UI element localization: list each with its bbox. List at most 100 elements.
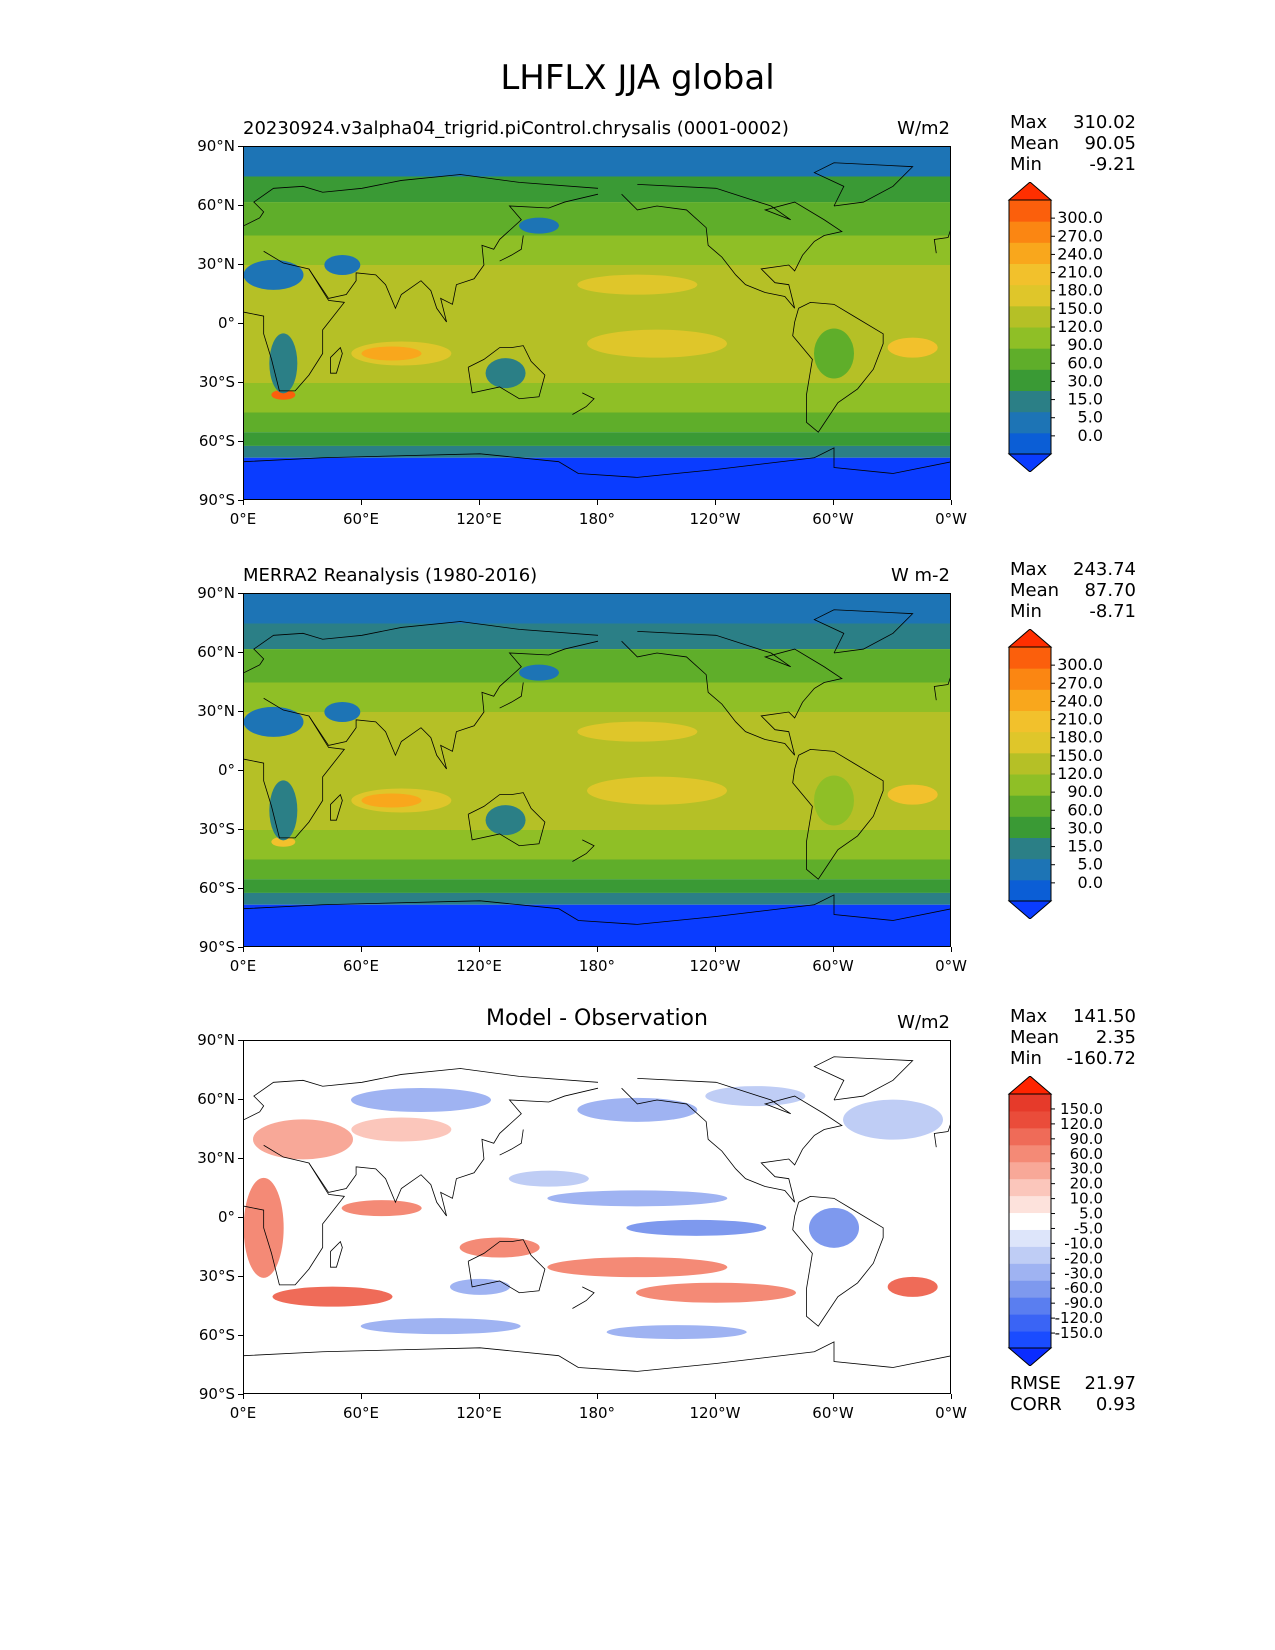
colorbar-extend-min	[1007, 900, 1053, 919]
panel-3-colorbar: -150.0-120.0-90.0-60.0-30.0-20.0-10.0-5.…	[1007, 1076, 1103, 1366]
field-band	[244, 445, 950, 458]
field-blob	[519, 664, 559, 681]
colorbar-label: -10.0	[1064, 1234, 1103, 1252]
colorbar-segment	[1009, 1280, 1051, 1298]
y-tick-label: 60°S	[198, 879, 235, 897]
field-blob	[485, 358, 526, 389]
x-tick-label: 60°E	[342, 1404, 380, 1422]
x-tick-mark	[242, 500, 244, 505]
panel-2-title: MERRA2 Reanalysis (1980-2016)	[243, 565, 538, 586]
field-blob	[244, 706, 304, 737]
colorbar-segment	[1009, 710, 1051, 733]
field-band	[244, 904, 950, 946]
colorbar-segment	[1009, 1178, 1051, 1197]
x-tick-mark	[950, 1394, 952, 1399]
x-tick-mark	[360, 947, 362, 952]
colorbar-segment	[1009, 1110, 1051, 1129]
y-tick-label: 90°N	[197, 1031, 235, 1049]
field-band	[244, 202, 950, 236]
coastline	[330, 1240, 343, 1268]
colorbar-segment	[1009, 816, 1051, 838]
colorbar-label: 15.0	[1067, 837, 1103, 856]
colorbar-segment	[1009, 200, 1051, 222]
x-tick-mark	[832, 1394, 834, 1399]
panel-3-stat-label: Max	[1010, 1006, 1048, 1027]
y-tick-mark	[238, 322, 243, 324]
x-tick-label: 180°	[578, 957, 616, 975]
colorbar-segment	[1009, 1331, 1051, 1349]
field-blob	[253, 1119, 353, 1160]
x-tick-label: 0°E	[229, 510, 257, 528]
field-blob	[577, 721, 698, 742]
x-tick-label: 0°W	[935, 1404, 967, 1422]
panel-2-stat-label: Min	[1010, 601, 1042, 622]
field-blob	[485, 805, 526, 836]
coastline	[933, 1124, 950, 1148]
field-blob	[360, 1318, 521, 1335]
x-tick-label: 120°W	[689, 957, 741, 975]
colorbar-label: 0.0	[1078, 426, 1103, 445]
colorbar-label: 30.0	[1070, 1160, 1103, 1178]
coastline	[499, 682, 524, 709]
coastline	[244, 174, 599, 227]
colorbar-segment	[1009, 242, 1051, 264]
panel-3-stat-value: 141.50	[1073, 1006, 1136, 1027]
colorbar-label: -30.0	[1064, 1264, 1103, 1282]
y-tick-mark	[238, 440, 243, 442]
panel-1-colorbar: 0.05.015.030.060.090.0120.0150.0180.0210…	[1007, 182, 1103, 472]
colorbar-label: 120.0	[1060, 1115, 1103, 1133]
colorbar-label: 30.0	[1067, 371, 1103, 390]
y-tick-label: 60°N	[197, 196, 235, 214]
panel-1-stat-value: 90.05	[1084, 133, 1136, 154]
panel-1-map	[243, 146, 951, 500]
colorbar-segment	[1009, 879, 1051, 902]
panel-2-stats: Max 243.74 Mean 87.70 Min -8.71	[1010, 559, 1136, 622]
colorbar-segment	[1009, 795, 1051, 817]
x-tick-mark	[596, 947, 598, 952]
coastline	[467, 792, 546, 847]
colorbar-label: -20.0	[1064, 1249, 1103, 1267]
x-tick-mark	[360, 500, 362, 505]
field-blob	[814, 775, 854, 826]
colorbar-label: 270.0	[1057, 673, 1103, 692]
y-tick-label: 30°S	[198, 820, 235, 838]
coastline	[933, 230, 950, 254]
colorbar-segment	[1009, 432, 1051, 455]
panel-3-units: W/m2	[897, 1012, 950, 1033]
x-tick-mark	[832, 947, 834, 952]
x-tick-mark	[596, 1394, 598, 1399]
x-tick-mark	[950, 500, 952, 505]
x-tick-mark	[950, 947, 952, 952]
colorbar-label: 60.0	[1067, 800, 1103, 819]
panel-1-stat-value: -9.21	[1089, 154, 1136, 175]
colorbar-label: 180.0	[1057, 281, 1103, 300]
panel-3-stat-label: Mean	[1010, 1027, 1060, 1048]
y-tick-label: 30°N	[197, 255, 235, 273]
colorbar-label: 0.0	[1078, 873, 1103, 892]
field-band	[244, 859, 950, 880]
coastline	[572, 392, 595, 415]
x-tick-mark	[714, 947, 716, 952]
y-tick-mark	[238, 1157, 243, 1159]
colorbar-segment	[1009, 348, 1051, 370]
field-blob	[547, 1257, 728, 1278]
field-blob	[519, 217, 559, 234]
field-band	[244, 830, 950, 860]
field-blob	[705, 1086, 806, 1107]
colorbar-segment	[1009, 837, 1051, 860]
field-band	[244, 383, 950, 413]
colorbar-label: 210.0	[1057, 710, 1103, 729]
field-blob	[324, 702, 361, 722]
panel-2-stat-value: 243.74	[1073, 559, 1136, 580]
colorbar-label: 120.0	[1057, 764, 1103, 783]
x-tick-mark	[832, 500, 834, 505]
colorbar-label: 15.0	[1067, 390, 1103, 409]
rmse-value: 21.97	[1084, 1373, 1136, 1394]
colorbar-segment	[1009, 774, 1051, 796]
x-tick-mark	[360, 1394, 362, 1399]
colorbar-label: 150.0	[1057, 299, 1103, 318]
coastline	[933, 677, 950, 701]
field-blob	[587, 776, 727, 805]
y-tick-label: 30°N	[197, 702, 235, 720]
colorbar-label: 5.0	[1078, 408, 1103, 427]
